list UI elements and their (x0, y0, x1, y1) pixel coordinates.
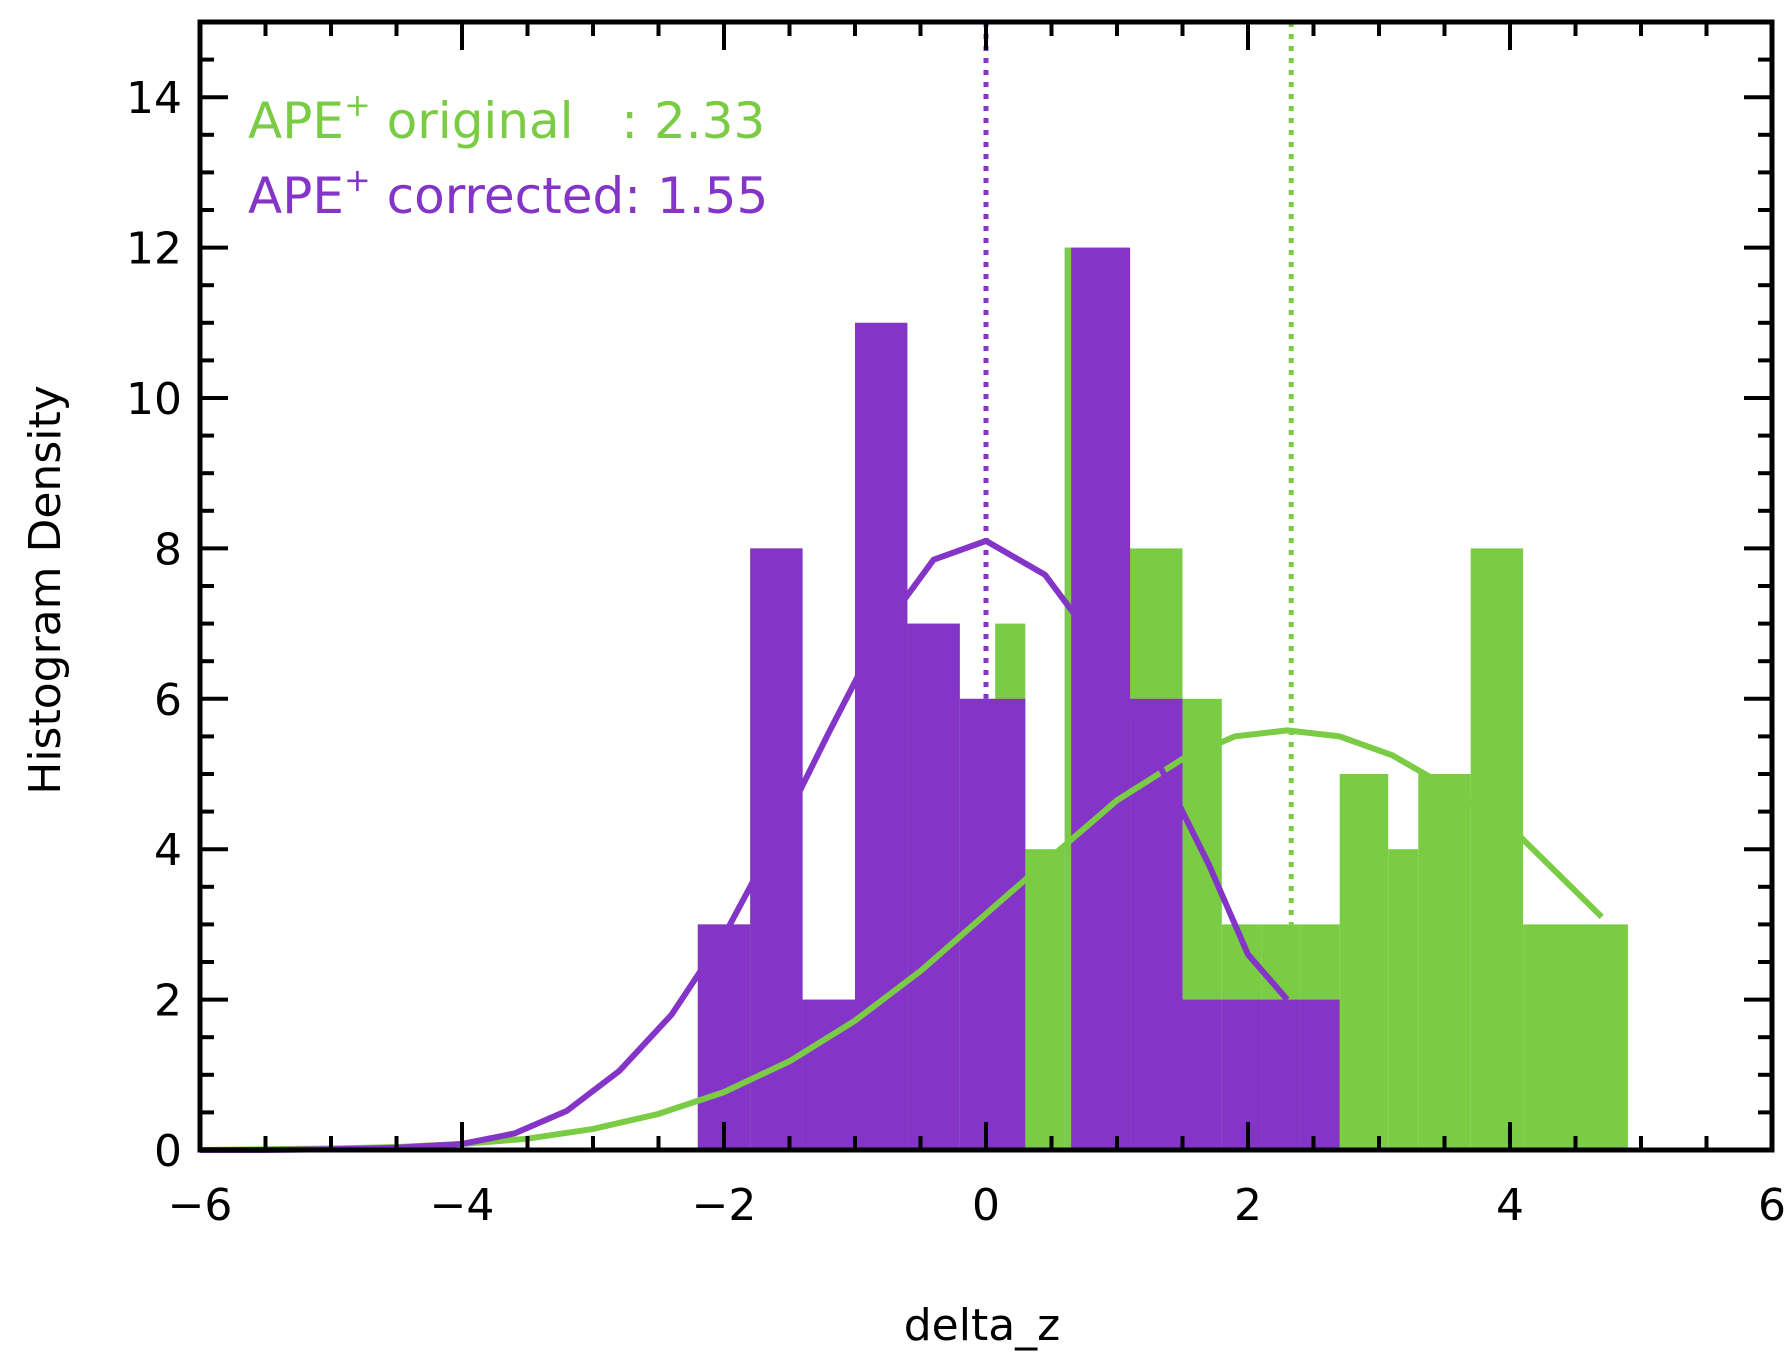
y-tick-labels: 0 2 4 6 8 10 12 14 (126, 73, 182, 1177)
y-tick-label: 14 (126, 73, 182, 124)
axis-ticks (198, 20, 1774, 1152)
legend: APE+ original : 2.33 APE+ corrected: 1.5… (248, 86, 768, 225)
legend-corrected-prefix: APE (248, 167, 344, 225)
bar-original-19 (1575, 924, 1628, 1150)
x-tick-label: −6 (168, 1180, 233, 1231)
legend-entry-original: APE+ original : 2.33 (248, 86, 765, 150)
bar-original-7 (1025, 849, 1065, 1150)
mean-lines (983, 22, 1294, 925)
bar-corrected-1 (750, 548, 803, 1150)
y-tick-label: 8 (154, 524, 182, 575)
bar-original-14 (1339, 774, 1389, 1150)
x-tick-label: 4 (1496, 1180, 1524, 1231)
y-axis-label: Histogram Density (20, 385, 71, 795)
bar-corrected-4 (907, 623, 960, 1150)
bar-corrected-12 (1300, 999, 1340, 1150)
y-tick-label: 6 (154, 675, 182, 726)
legend-corrected-sup: + (344, 161, 371, 199)
bar-original-15 (1388, 849, 1419, 1150)
y-tick-label: 10 (126, 374, 182, 425)
bar-original-18 (1523, 924, 1576, 1150)
x-tick-label: 2 (1234, 1180, 1262, 1231)
legend-original-text: original : 2.33 (371, 92, 766, 150)
x-tick-label: 6 (1758, 1180, 1786, 1231)
legend-original-sup: + (344, 86, 371, 124)
legend-entry-corrected: APE+ corrected: 1.55 (248, 161, 768, 225)
bar-corrected-10 (1221, 999, 1262, 1150)
fit-curve-corrected (200, 537, 1290, 1153)
bar-corrected-9 (1182, 999, 1222, 1150)
bar-corrected-11 (1261, 999, 1301, 1150)
x-tick-label: 0 (972, 1180, 1000, 1231)
bar-original-17 (1470, 548, 1524, 1150)
series-corrected-bars (697, 247, 1340, 1151)
x-axis-label: delta_z (904, 1300, 1061, 1351)
y-tick-label: 0 (154, 1126, 182, 1177)
legend-corrected-text: corrected: 1.55 (371, 167, 769, 225)
fit-curves (199, 537, 1604, 1153)
x-tick-labels: −6 −4 −2 0 2 4 6 (168, 1180, 1786, 1231)
y-tick-label: 2 (154, 976, 182, 1027)
bar-original-16 (1418, 774, 1471, 1150)
x-tick-label: −2 (692, 1180, 757, 1231)
y-tick-label: 12 (126, 224, 182, 275)
x-tick-label: −4 (430, 1180, 495, 1231)
bar-corrected-3 (855, 322, 908, 1150)
bar-corrected-7 (1071, 247, 1131, 1151)
y-tick-label: 4 (154, 825, 182, 876)
legend-original-prefix: APE (248, 92, 344, 150)
